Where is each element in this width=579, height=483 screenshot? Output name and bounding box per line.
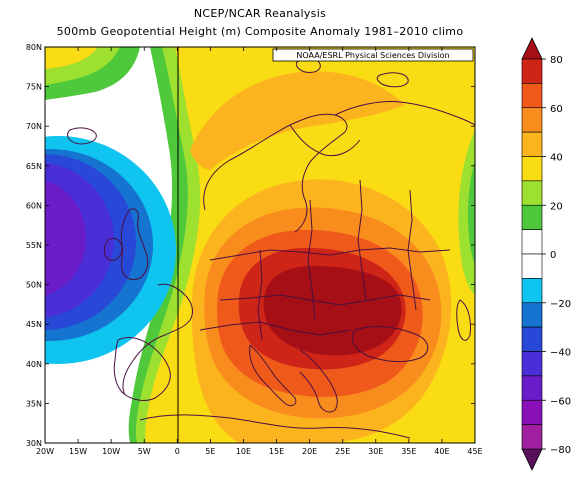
lon-tick-label: 5E [205,447,215,456]
credit-box [272,48,474,62]
lat-tick-label: 70N [26,122,42,131]
lat-tick-label: 50N [26,281,42,290]
lat-tick-label: 30N [26,439,42,448]
contour-gt70 [263,265,402,356]
colorbar-segment [521,204,543,230]
lon-tick-label: 40E [434,447,449,456]
lat-tick-label: 65N [26,162,42,171]
colorbar-label: −40 [550,348,571,359]
lon-tick-label: 5W [138,447,151,456]
lat-tick-label: 40N [26,360,42,369]
contour-0-10-east [467,160,475,264]
colorbar-segment [521,180,543,206]
lat-tick-label: 45N [26,320,42,329]
colorbar-segment [521,58,543,84]
colorbar-label: −80 [550,445,571,456]
colorbar-label: 20 [550,201,563,212]
colorbar-label: −60 [550,396,571,407]
coastlines [67,57,475,439]
lon-tick-label: 20W [36,447,54,456]
colorbar-label: 0 [550,250,556,261]
colorbar-segment [521,253,543,279]
colorbar-segment [521,107,543,133]
colorbar-label: −20 [550,299,571,310]
colorbar-segment [521,278,543,304]
colorbar-segment [521,326,543,352]
colorbar-segment [521,424,543,450]
colorbar-segment [521,399,543,425]
contour-20-30-north [45,47,98,69]
colorbar-label: 80 [550,55,563,66]
lon-tick-label: 10E [236,447,251,456]
colorbar-label: 40 [550,153,563,164]
lon-tick-label: 15E [269,447,284,456]
longitude-ticks: 20W 15W 10W 5W 0 5E 10E 15E 20E 25E 30E 35E 40E 45E [36,47,483,456]
lon-tick-label: 0 [175,447,180,456]
colorbar-label: 60 [550,104,563,115]
lat-tick-label: 75N [26,83,42,92]
lat-tick-label: 80N [26,43,42,52]
credit-text: NOAA/ESRL Physical Sciences Division [296,51,449,60]
lon-tick-label: 20E [302,447,317,456]
colorbar-bottom-arrow [521,448,543,471]
lon-tick-label: 15W [69,447,87,456]
map-panel [45,47,475,443]
contour-30-40-north [190,71,405,170]
lon-tick-label: 10W [102,447,120,456]
colorbar-segment [521,229,543,255]
colorbar: 80 60 40 20 0 −20 −40 −60 −80 [521,37,571,471]
lon-tick-label: 45E [467,447,482,456]
figure-title: NCEP/NCAR Reanalysis [193,7,327,20]
contour-10-20-east [458,130,475,295]
colorbar-segment [521,351,543,377]
colorbar-segment [521,156,543,182]
figure-subtitle: 500mb Geopotential Height (m) Composite … [56,25,464,38]
lon-tick-label: 30E [368,447,383,456]
lat-tick-label: 60N [26,201,42,210]
colorbar-segment [521,83,543,109]
latitude-ticks: 30N 35N 40N 45N 50N 55N 60N 65N 70N 75N 80N [26,43,475,448]
colorbar-top-arrow [521,37,543,60]
lat-tick-label: 35N [26,399,42,408]
colorbar-segment [521,302,543,328]
lon-tick-label: 35E [401,447,416,456]
lat-tick-label: 55N [26,241,42,250]
lon-tick-label: 25E [335,447,350,456]
colorbar-segment [521,375,543,401]
contour-m50-m60 [45,180,86,296]
colorbar-segment [521,131,543,157]
